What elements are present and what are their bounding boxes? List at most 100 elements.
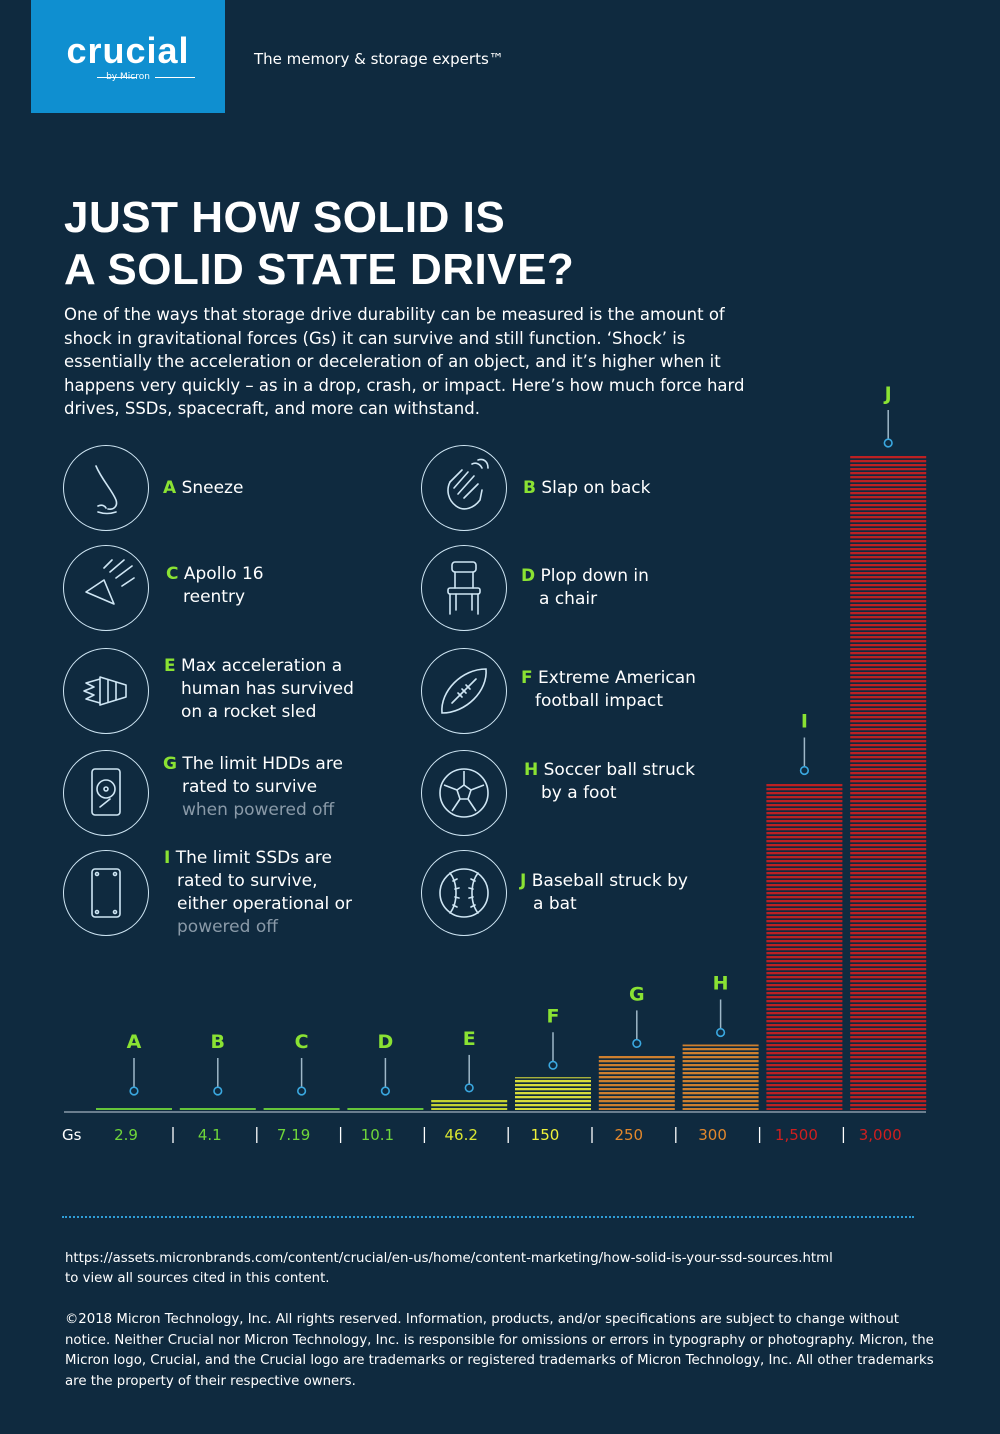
legend-item-i: I The limit SSDs are rated to survive, e… — [164, 847, 384, 939]
bar-letter-g: G — [629, 983, 645, 1005]
legend-text-j-2: a bat — [533, 894, 577, 914]
marker-dot-e — [464, 1083, 474, 1093]
legend-text-g-dim: when powered off — [182, 800, 335, 820]
legend-item-b: B Slap on back — [523, 477, 743, 500]
ssd-icon — [63, 850, 149, 936]
divider — [62, 1216, 914, 1218]
bar-c — [263, 1108, 340, 1110]
tagline: The memory & storage experts™ — [254, 50, 504, 68]
marker-dot-a — [129, 1086, 139, 1096]
legend-text-i-1: The limit SSDs are — [175, 848, 332, 868]
legend-text-g-1: The limit HDDs are — [182, 754, 343, 774]
intro-paragraph: One of the ways that storage drive durab… — [64, 305, 745, 418]
legend-text-e-1: Max acceleration a — [181, 656, 343, 676]
bar-b — [179, 1108, 256, 1110]
legend-item-e: E Max acceleration a human has survived … — [164, 655, 384, 724]
rocket-sled-icon — [63, 648, 149, 734]
title-line-1: JUST HOW SOLID IS — [64, 193, 506, 242]
bar-letter-j: J — [883, 383, 892, 405]
bar-letter-a: A — [127, 1031, 142, 1053]
bar-g — [598, 1055, 675, 1110]
legend-text-i-dim: powered off — [177, 917, 278, 937]
bar-letter-b: B — [211, 1031, 225, 1053]
bar-e — [431, 1099, 508, 1110]
football-icon — [421, 648, 507, 734]
legend-text-e-2: human has survived — [181, 679, 354, 699]
value-label-a: 2.9 — [114, 1126, 138, 1144]
marker-dot-g — [632, 1038, 642, 1049]
page-title: JUST HOW SOLID IS A SOLID STATE DRIVE? — [64, 192, 574, 296]
legend-letter-b: B — [523, 478, 536, 498]
legend-text-h-1: Soccer ball struck — [543, 760, 695, 780]
legend-letter-g: G — [163, 754, 177, 774]
legend-letter-i: I — [164, 848, 171, 868]
value-label-f: 150 — [531, 1126, 560, 1144]
legend-text-c-2: reentry — [183, 587, 246, 607]
slapping-hand-icon — [421, 445, 507, 531]
legend-letter-h: H — [524, 760, 539, 780]
value-label-h: 300 — [698, 1126, 727, 1144]
marker-dot-d — [380, 1086, 391, 1096]
legend-letter-j: J — [520, 871, 527, 891]
value-label-i: 1,500 — [775, 1126, 818, 1144]
legend-text-c-1: Apollo 16 — [183, 564, 264, 584]
bar-letter-d: D — [378, 1031, 394, 1053]
value-label-b: 4.1 — [198, 1126, 222, 1144]
copyright-notice: ©2018 Micron Technology, Inc. All rights… — [65, 1312, 934, 1389]
logo-rule-right — [155, 77, 195, 78]
soccer-ball-icon — [421, 750, 507, 836]
legend-text-b-1: Slap on back — [541, 478, 651, 498]
bar-h — [682, 1044, 759, 1110]
logo-rule-left — [97, 77, 137, 78]
marker-dot-h — [715, 1027, 726, 1038]
legend-text-a-1: Sneeze — [181, 478, 244, 498]
legend-item-a: A Sneeze — [163, 477, 383, 500]
legend-letter-d: D — [521, 566, 536, 586]
bar-letter-e: E — [463, 1028, 476, 1050]
bar-letter-h: H — [713, 973, 729, 995]
logo-subtext: by Micron — [106, 72, 150, 82]
legend-text-f-1: Extreme American — [538, 668, 696, 688]
legend-text-e-3: on a rocket sled — [181, 702, 317, 722]
bar-j — [850, 455, 927, 1110]
bar-d — [347, 1107, 424, 1110]
baseball-icon — [421, 850, 507, 936]
legend-text-i-2: rated to survive, — [177, 871, 318, 891]
logo-wordmark: crucial — [66, 30, 190, 71]
legend-text-g-2: rated to survive — [182, 777, 318, 797]
marker-dot-j — [883, 438, 893, 448]
sources-link[interactable]: https://assets.micronbrands.com/content/… — [65, 1251, 833, 1266]
legend-text-d-1: Plop down in — [540, 566, 649, 586]
legend-item-g: G The limit HDDs are rated to survive wh… — [163, 753, 383, 822]
bar-letter-i: I — [801, 711, 808, 733]
chair-icon — [421, 545, 507, 631]
legend-letter-f: F — [521, 668, 533, 688]
space-capsule-icon — [63, 545, 149, 631]
sources-text: to view all sources cited in this conten… — [65, 1271, 330, 1286]
legend-text-h-2: by a foot — [541, 783, 617, 803]
legend-letter-a: A — [163, 478, 177, 498]
legend-text-d-2: a chair — [539, 589, 598, 609]
marker-dot-f — [548, 1060, 558, 1070]
bar-f — [515, 1077, 591, 1110]
sources-note: https://assets.micronbrands.com/content/… — [65, 1249, 945, 1289]
legend-letter-e: E — [164, 656, 176, 676]
legend-item-h: H Soccer ball struck by a foot — [524, 759, 744, 805]
legend-text-f-2: football impact — [535, 691, 664, 711]
title-line-2: A SOLID STATE DRIVE? — [64, 245, 575, 294]
bar-letter-f: F — [547, 1005, 560, 1027]
legend-item-c: C Apollo 16 reentry — [166, 563, 386, 609]
axis-label-gs: Gs — [62, 1126, 82, 1144]
marker-dot-b — [213, 1086, 223, 1096]
marker-dot-i — [799, 765, 810, 776]
nose-icon — [63, 445, 149, 531]
bar-i — [766, 782, 843, 1110]
marker-dot-c — [297, 1086, 307, 1096]
bar-a — [96, 1108, 172, 1110]
crucial-logo[interactable]: crucial by Micron — [31, 0, 225, 113]
legend-text-i-3: either operational or — [177, 894, 353, 914]
value-label-e: 46.2 — [444, 1126, 477, 1144]
hard-drive-icon — [63, 750, 149, 836]
legend-item-f: F Extreme American football impact — [521, 667, 741, 713]
